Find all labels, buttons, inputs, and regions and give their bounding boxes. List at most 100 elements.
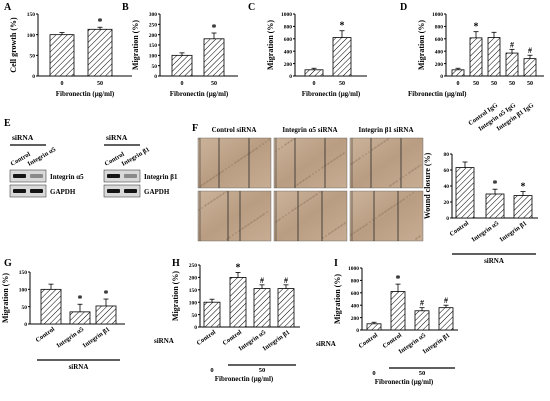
bar xyxy=(304,69,324,77)
y-tick-label: 40 xyxy=(444,184,450,190)
bar xyxy=(485,193,505,219)
significance-marker: # xyxy=(444,296,448,305)
blot-band xyxy=(124,189,137,193)
y-axis-label: Migration (%) xyxy=(266,20,275,70)
panel-letter: D xyxy=(400,2,407,13)
bar xyxy=(69,311,91,325)
bar xyxy=(203,38,225,77)
y-tick-label: 1000 xyxy=(432,12,443,18)
x-tick-label: 50 xyxy=(97,81,103,87)
significance-marker: * xyxy=(493,179,498,190)
panel-letter: I xyxy=(334,258,338,269)
y-axis-label: Migration (%) xyxy=(1,273,10,323)
blot-strip xyxy=(103,169,141,183)
blot-band xyxy=(124,174,137,178)
chart-panel-d: D 0 200 400 600 800 1000 Migration (%) * # #0 50 50 5… xyxy=(400,2,544,133)
y-tick-label: 20 xyxy=(444,200,450,206)
micrograph-image xyxy=(349,137,424,189)
significance-marker: * xyxy=(78,294,83,305)
chart-panel-b: B 0 50 100 150 200 250 300 Migration (%) * 0 50 Fibr… xyxy=(122,2,238,98)
y-tick-label: 0 xyxy=(32,74,35,80)
panel-letter: A xyxy=(4,2,12,13)
x-tick-label: Integrin β1 xyxy=(82,326,111,350)
x-tick-label: 0 xyxy=(181,81,184,87)
significance-marker: * xyxy=(212,23,217,34)
panel-letter: G xyxy=(4,258,12,269)
y-axis-label: Migration (%) xyxy=(171,271,180,321)
x-tick-label: Control xyxy=(34,326,56,344)
blot-band xyxy=(13,174,26,178)
x-tick-label: Integrin α5 xyxy=(471,219,501,243)
significance-marker: * xyxy=(98,17,103,28)
micrograph-image xyxy=(349,190,424,242)
y-axis-label: Migration (%) xyxy=(417,20,426,70)
y-tick-label: 50 xyxy=(192,313,198,319)
band-label: GAPDH xyxy=(144,188,170,196)
x-tick-label: 50 xyxy=(339,81,345,87)
y-tick-label: 100 xyxy=(189,300,198,306)
blot-band xyxy=(107,174,120,178)
y-tick-label: 50 xyxy=(30,54,36,60)
y-tick-label: 100 xyxy=(149,54,158,60)
bar xyxy=(171,54,193,77)
panel-letter: F xyxy=(192,123,198,134)
y-tick-label: 0 xyxy=(289,74,292,80)
x-tick-label: 50 xyxy=(509,81,515,87)
x-tick-label: 50 xyxy=(211,81,217,87)
blot-strip xyxy=(103,184,141,198)
blot-header: siRNA xyxy=(12,133,34,142)
significance-marker: * xyxy=(396,274,401,285)
x-axis-label: Fibronectin (μg/ml) xyxy=(170,90,229,98)
dose-label: 50 xyxy=(259,367,266,374)
bar xyxy=(438,307,454,331)
y-tick-label: 600 xyxy=(435,37,444,43)
blot-strip xyxy=(9,169,47,183)
significance-marker: # xyxy=(260,276,264,285)
y-tick-label: 100 xyxy=(27,33,36,39)
x-axis-label: Fibronectin (μg/ml) xyxy=(56,90,115,98)
significance-marker: * xyxy=(236,262,241,273)
x-tick-label: Control xyxy=(195,329,217,347)
y-tick-label: 800 xyxy=(435,25,444,31)
x-tick-label: 50 xyxy=(473,81,479,87)
bar xyxy=(277,288,295,328)
x-tick-label: 50 xyxy=(527,81,533,87)
x-tick-label: 0 xyxy=(457,81,460,87)
y-tick-label: 200 xyxy=(189,276,198,282)
y-tick-label: 0 xyxy=(440,74,443,80)
micrograph-image xyxy=(197,190,272,242)
bar xyxy=(414,310,430,331)
bar xyxy=(229,276,247,328)
blot-header: siRNA xyxy=(106,133,128,142)
y-tick-label: 400 xyxy=(284,49,293,55)
bar xyxy=(451,69,465,77)
y-axis-label: Migration (%) xyxy=(333,274,342,324)
bar xyxy=(505,52,519,77)
bar xyxy=(40,288,62,325)
y-tick-label: 0 xyxy=(24,322,27,328)
micrograph-column-label: Integrin β1 siRNA xyxy=(358,126,413,134)
bar xyxy=(49,34,75,77)
chart-panel-c: C 0 200 400 600 800 1000 Migration (%) * 0 50 Fibro… xyxy=(248,2,367,98)
y-tick-label: 60 xyxy=(444,168,450,174)
sirna-row-label: siRNA xyxy=(154,337,174,345)
micrographs-layer: Control siRNA Integrin α5 siRNA Integrin β… xyxy=(197,126,424,242)
x-axis-label: Fibronectin (μg/ml) xyxy=(215,375,274,383)
y-tick-label: 150 xyxy=(19,270,28,276)
y-tick-label: 250 xyxy=(189,263,198,269)
x-axis-label: Fibronectin (μg/ml) xyxy=(408,90,467,98)
panel-letter: H xyxy=(172,258,180,269)
bar xyxy=(487,37,501,77)
blot-band xyxy=(107,189,120,193)
bar xyxy=(469,37,483,77)
y-tick-label: 150 xyxy=(189,288,198,294)
y-tick-label: 50 xyxy=(22,305,28,311)
y-tick-label: 0 xyxy=(356,328,359,334)
chart-panel-i: I 0 200 400 600 800 1000 Migration (%) * # # Contro… xyxy=(316,258,458,386)
y-tick-label: 800 xyxy=(351,279,360,285)
significance-marker: * xyxy=(104,289,109,300)
